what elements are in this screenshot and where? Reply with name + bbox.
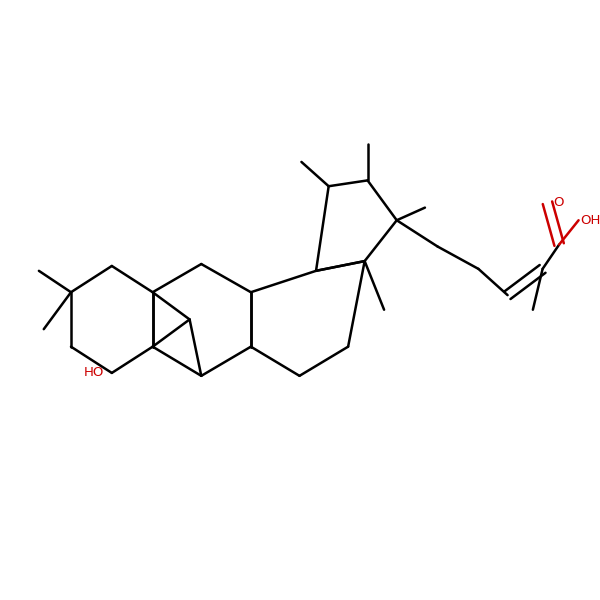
Text: HO: HO: [83, 367, 104, 379]
Text: O: O: [553, 196, 564, 209]
Text: OH: OH: [581, 214, 600, 227]
